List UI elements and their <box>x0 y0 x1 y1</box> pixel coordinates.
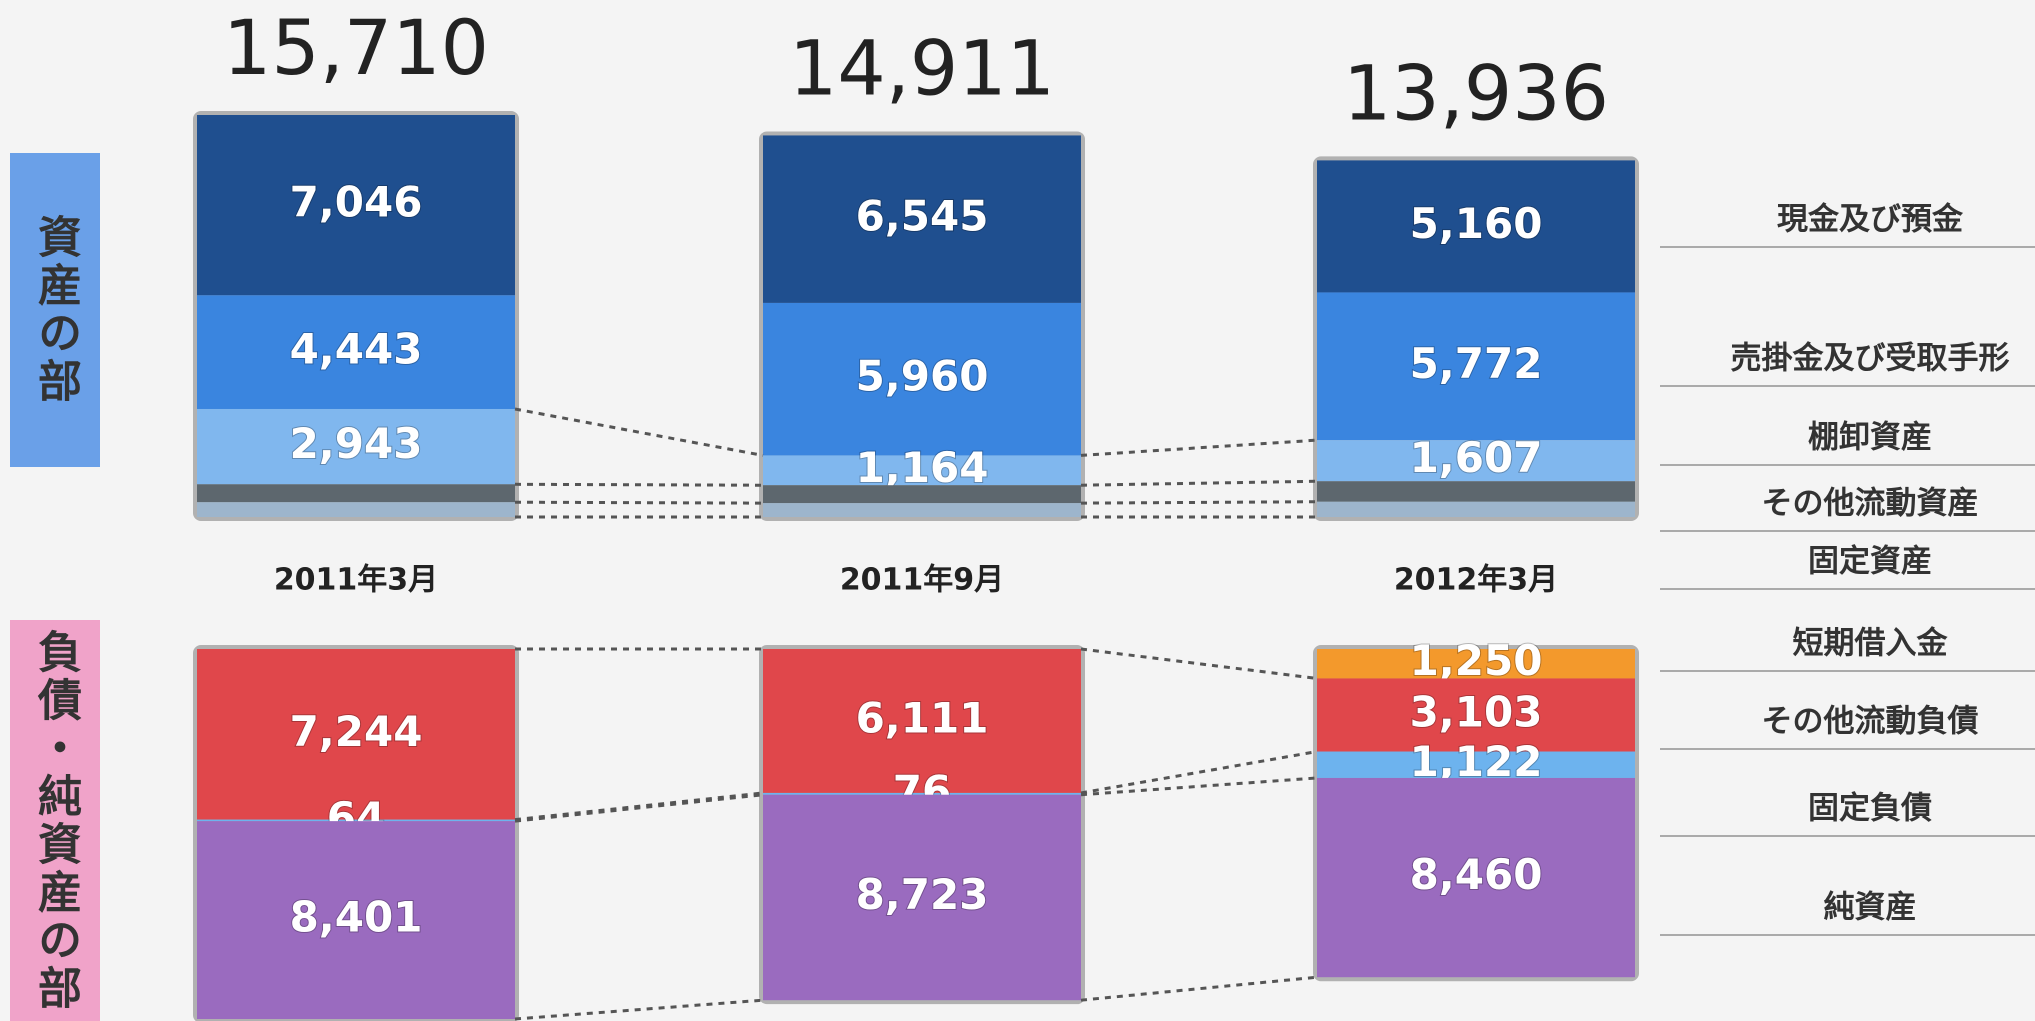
bar-segment <box>1317 649 1635 679</box>
legend-label: 固定負債 <box>1808 791 1932 827</box>
connector <box>1080 479 1318 487</box>
legend-label: 棚卸資産 <box>1808 420 1932 456</box>
bar-segment <box>763 503 1081 517</box>
bar-segment <box>1317 481 1635 502</box>
value-label: 8,460 <box>1410 850 1543 899</box>
value-label: 7,244 <box>290 707 423 756</box>
bar-segment <box>763 485 1081 504</box>
connector <box>1080 647 1318 680</box>
bar-segment <box>1317 678 1635 752</box>
bar-segment <box>197 115 515 296</box>
category-label: 2011年9月 <box>840 563 1004 598</box>
liabilities-title: 負債・純資産の部 <box>10 620 100 1021</box>
value-label: 5,160 <box>1410 199 1543 248</box>
connector <box>1080 750 1318 795</box>
bar-segment <box>763 455 1081 486</box>
connector <box>1080 438 1318 457</box>
connector <box>514 482 764 487</box>
value-label: 1,164 <box>856 443 989 492</box>
bar-segment <box>1317 160 1635 293</box>
value-label: 2,943 <box>290 419 423 468</box>
value-label: 8,723 <box>856 870 989 919</box>
connector <box>514 500 764 505</box>
bar-segment <box>197 502 515 517</box>
total-label: 13,936 <box>1343 48 1609 137</box>
total-label: 14,911 <box>789 23 1055 112</box>
legend-label: その他流動資産 <box>1762 486 1979 522</box>
legend-label: 短期借入金 <box>1793 626 1949 662</box>
bar-segment <box>763 135 1081 303</box>
connector <box>1080 776 1318 797</box>
total-label: 15,710 <box>223 3 489 92</box>
bar-segment <box>763 302 1081 456</box>
value-label: 5,960 <box>856 352 989 401</box>
legend-label: 現金及び預金 <box>1777 202 1964 238</box>
bar-segment <box>197 484 515 503</box>
bar-segment <box>1317 751 1635 778</box>
value-label: 4,443 <box>290 325 423 374</box>
value-label: 1,607 <box>1410 433 1543 482</box>
connector <box>514 407 764 457</box>
value-label: 7,046 <box>290 178 423 227</box>
connector <box>514 793 764 823</box>
value-label: 1,250 <box>1410 636 1543 685</box>
value-label: 5,772 <box>1410 339 1543 388</box>
assets-title: 資産の部 <box>10 153 100 467</box>
category-label: 2012年3月 <box>1394 563 1558 598</box>
bar-segment <box>1317 777 1635 978</box>
connector <box>514 998 764 1021</box>
value-label: 8,401 <box>290 893 423 942</box>
bar-segment <box>197 819 515 822</box>
legend-label: 固定資産 <box>1808 544 1932 580</box>
legend-label: 売掛金及び受取手形 <box>1731 341 2010 377</box>
value-label: 6,111 <box>856 693 989 742</box>
value-label: 6,545 <box>856 192 989 241</box>
bar-segment <box>763 649 1081 793</box>
bar-segment <box>1317 501 1635 517</box>
connector <box>514 791 764 822</box>
bar-segment <box>197 295 515 409</box>
bar-segment <box>197 408 515 485</box>
value-label: 3,103 <box>1410 687 1543 736</box>
connector <box>1080 975 1318 1002</box>
connector <box>1080 500 1318 505</box>
category-label: 2011年3月 <box>274 563 438 598</box>
bar-segment <box>1317 292 1635 441</box>
legend-label: 純資産 <box>1824 890 1917 926</box>
bar-segment <box>763 792 1081 795</box>
bar-segment <box>197 649 515 820</box>
bar-segment <box>197 821 515 1019</box>
legend-label: その他流動負債 <box>1762 704 1979 740</box>
bar-segment <box>763 794 1081 1001</box>
bar-segment <box>1317 440 1635 482</box>
